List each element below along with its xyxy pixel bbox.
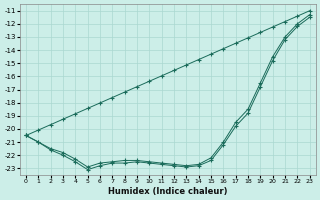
X-axis label: Humidex (Indice chaleur): Humidex (Indice chaleur) [108,187,228,196]
